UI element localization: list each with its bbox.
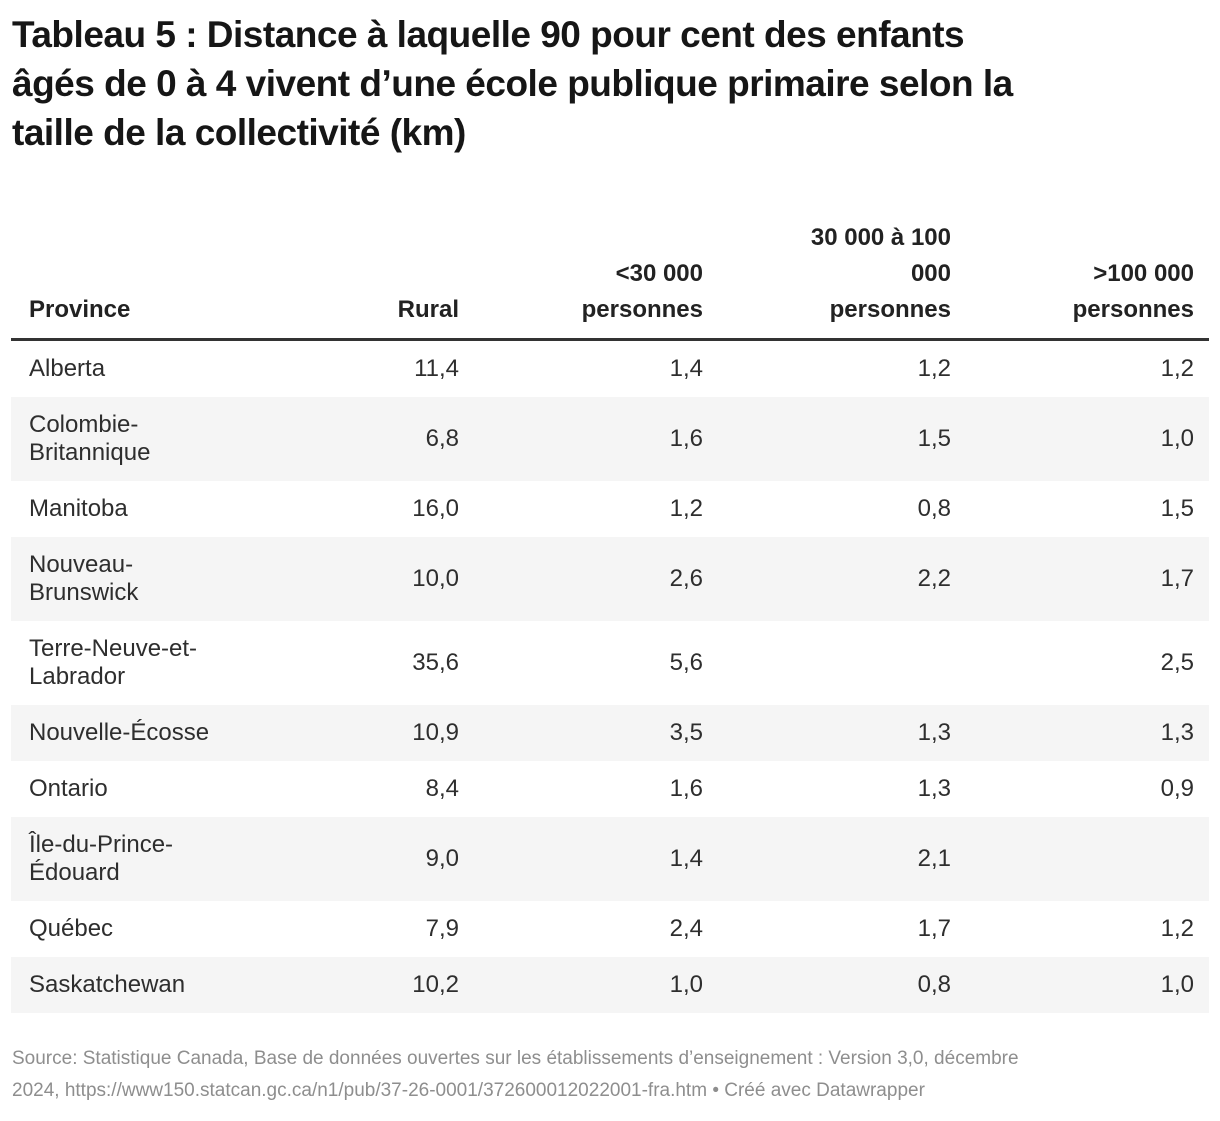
cell-gt100000: 1,0 [1160, 971, 1194, 998]
table-row-saskatchewan: Saskatchewan 10,2 1,0 0,8 1,0 [11, 957, 1209, 1013]
cell-lt30000: 1,4 [669, 845, 703, 872]
cell-gt100000: 1,2 [1160, 915, 1194, 942]
table-row-nouveau-brunswick: Nouveau- Brunswick 10,0 2,6 2,2 1,7 [11, 537, 1209, 621]
cell-lt30000: 1,2 [669, 495, 703, 522]
cell-30000-100000: 1,5 [917, 425, 951, 452]
cell-30000-100000: 1,2 [917, 355, 951, 382]
cell-province: Alberta [29, 355, 106, 382]
col-header-gt100000: >100 000 personnes [961, 212, 1209, 341]
cell-gt100000: 2,5 [1160, 649, 1194, 676]
cell-30000-100000: 2,1 [917, 845, 951, 872]
cell-rural: 6,8 [425, 425, 459, 452]
cell-province: Nouvelle-Écosse [29, 719, 210, 746]
cell-lt30000: 3,5 [669, 719, 703, 746]
cell-30000-100000: 0,8 [917, 971, 951, 998]
source-footer: Source: Statistique Canada, Base de donn… [12, 1048, 1019, 1101]
cell-30000-100000 [713, 621, 961, 705]
table-row-manitoba: Manitoba 16,0 1,2 0,8 1,5 [11, 481, 1209, 537]
cell-province: Nouveau- Brunswick [29, 551, 139, 606]
cell-rural: 9,0 [425, 845, 459, 872]
cell-30000-100000: 1,3 [917, 719, 951, 746]
table-row-terre-neuve-et-labrador: Terre-Neuve-et- Labrador 35,6 5,6 2,5 [11, 621, 1209, 705]
cell-gt100000: 1,0 [1160, 425, 1194, 452]
cell-rural: 11,4 [414, 355, 459, 382]
cell-gt100000: 1,7 [1160, 565, 1194, 592]
cell-lt30000: 2,4 [669, 915, 703, 942]
cell-province: Colombie- Britannique [29, 411, 151, 466]
distance-table: Province Rural <30 000 personnes 30 000 … [11, 212, 1209, 1013]
col-header-lt30000: <30 000 personnes [469, 212, 713, 341]
table-row-colombie-britannique: Colombie- Britannique 6,8 1,6 1,5 1,0 [11, 397, 1209, 481]
table-row-nouvelle-ecosse: Nouvelle-Écosse 10,9 3,5 1,3 1,3 [11, 705, 1209, 761]
col-header-30000-100000: 30 000 à 100 000 personnes [713, 212, 961, 341]
cell-lt30000: 2,6 [669, 565, 703, 592]
cell-lt30000: 1,6 [669, 425, 703, 452]
cell-gt100000: 0,9 [1160, 775, 1194, 802]
cell-30000-100000: 1,3 [917, 775, 951, 802]
cell-30000-100000: 2,2 [917, 565, 951, 592]
datawrapper-table-page: Tableau 5 : Distance à laquelle 90 pour … [0, 10, 1220, 1121]
cell-rural: 16,0 [412, 495, 459, 522]
cell-30000-100000: 0,8 [917, 495, 951, 522]
cell-lt30000: 5,6 [669, 649, 703, 676]
col-header-province: Province [11, 212, 261, 341]
cell-province: Manitoba [29, 495, 128, 522]
table-body: Alberta 11,4 1,4 1,2 1,2 Colombie- Brita… [11, 340, 1209, 1013]
cell-province: Île-du-Prince- Édouard [29, 831, 174, 886]
cell-rural: 10,9 [412, 719, 459, 746]
cell-gt100000: 1,3 [1160, 719, 1194, 746]
cell-gt100000: 1,5 [1160, 495, 1194, 522]
cell-rural: 10,0 [412, 565, 459, 592]
cell-province: Ontario [29, 775, 108, 802]
cell-gt100000: 1,2 [1160, 355, 1194, 382]
page-title: Tableau 5 : Distance à laquelle 90 pour … [12, 14, 1013, 153]
cell-rural: 35,6 [412, 649, 459, 676]
cell-lt30000: 1,4 [669, 355, 703, 382]
cell-30000-100000: 1,7 [917, 915, 951, 942]
table-row-alberta: Alberta 11,4 1,4 1,2 1,2 [11, 340, 1209, 398]
cell-gt100000 [961, 817, 1209, 901]
table-row-ile-du-prince-edouard: Île-du-Prince- Édouard 9,0 1,4 2,1 [11, 817, 1209, 901]
cell-province: Saskatchewan [29, 971, 186, 998]
cell-province: Québec [29, 915, 114, 942]
cell-rural: 8,4 [425, 775, 459, 802]
cell-rural: 10,2 [412, 971, 459, 998]
cell-lt30000: 1,0 [669, 971, 703, 998]
col-header-rural: Rural [261, 212, 469, 341]
table-row-quebec: Québec 7,9 2,4 1,7 1,2 [11, 901, 1209, 957]
header-row: Province Rural <30 000 personnes 30 000 … [11, 212, 1209, 341]
cell-rural: 7,9 [425, 915, 459, 942]
cell-lt30000: 1,6 [669, 775, 703, 802]
table-row-ontario: Ontario 8,4 1,6 1,3 0,9 [11, 761, 1209, 817]
cell-province: Terre-Neuve-et- Labrador [29, 635, 198, 690]
table-header: Province Rural <30 000 personnes 30 000 … [11, 212, 1209, 341]
